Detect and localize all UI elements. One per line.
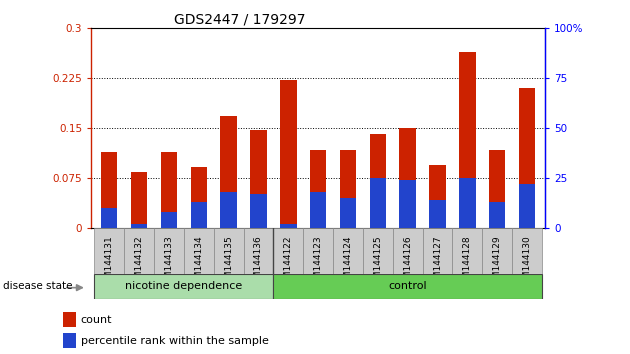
Bar: [131, 172, 147, 228]
Bar: [310, 150, 326, 228]
Bar: [250, 194, 266, 228]
Text: GSM144132: GSM144132: [135, 235, 144, 290]
Text: GSM144129: GSM144129: [493, 235, 501, 290]
Bar: [161, 152, 177, 228]
Text: GSM144127: GSM144127: [433, 235, 442, 290]
Bar: [483, 228, 512, 274]
Text: GSM144123: GSM144123: [314, 235, 323, 290]
Bar: [340, 198, 356, 228]
Text: GSM144134: GSM144134: [194, 235, 203, 290]
Bar: [399, 129, 416, 228]
Text: GSM144131: GSM144131: [105, 235, 114, 290]
Bar: [363, 228, 392, 274]
Bar: [512, 228, 542, 274]
Bar: [250, 130, 266, 228]
Bar: [452, 228, 483, 274]
Bar: [399, 180, 416, 228]
Text: GSM144128: GSM144128: [463, 235, 472, 290]
Bar: [333, 228, 363, 274]
Bar: [303, 228, 333, 274]
Text: GSM144126: GSM144126: [403, 235, 412, 290]
Bar: [340, 150, 356, 228]
Text: GSM144136: GSM144136: [254, 235, 263, 290]
Bar: [94, 274, 273, 299]
Bar: [489, 150, 505, 228]
Bar: [459, 178, 476, 228]
Bar: [131, 224, 147, 228]
Text: GSM144130: GSM144130: [522, 235, 532, 290]
Bar: [94, 228, 124, 274]
Bar: [370, 134, 386, 228]
Bar: [244, 228, 273, 274]
Bar: [392, 228, 423, 274]
Bar: [190, 202, 207, 228]
Text: GSM144133: GSM144133: [164, 235, 173, 290]
Bar: [220, 116, 237, 228]
Text: disease state: disease state: [3, 281, 72, 291]
Text: GSM144122: GSM144122: [284, 235, 293, 290]
Bar: [459, 52, 476, 228]
Text: GSM144124: GSM144124: [343, 235, 353, 290]
Text: GSM144125: GSM144125: [374, 235, 382, 290]
Text: nicotine dependence: nicotine dependence: [125, 281, 243, 291]
Bar: [519, 184, 536, 228]
Bar: [63, 333, 76, 348]
Text: count: count: [81, 315, 112, 325]
Bar: [370, 178, 386, 228]
Bar: [161, 212, 177, 228]
Bar: [519, 88, 536, 228]
Bar: [280, 80, 297, 228]
Bar: [273, 274, 542, 299]
Bar: [489, 202, 505, 228]
Bar: [429, 200, 445, 228]
Text: GSM144135: GSM144135: [224, 235, 233, 290]
Bar: [214, 228, 244, 274]
Bar: [101, 208, 117, 228]
Bar: [184, 228, 214, 274]
Bar: [154, 228, 184, 274]
Bar: [124, 228, 154, 274]
Bar: [101, 152, 117, 228]
Text: GDS2447 / 179297: GDS2447 / 179297: [174, 12, 305, 27]
Text: control: control: [388, 281, 427, 291]
Bar: [63, 312, 76, 327]
Text: percentile rank within the sample: percentile rank within the sample: [81, 336, 268, 346]
Bar: [220, 192, 237, 228]
Bar: [190, 167, 207, 228]
Bar: [429, 165, 445, 228]
Bar: [280, 224, 297, 228]
Bar: [310, 192, 326, 228]
Bar: [423, 228, 452, 274]
Bar: [273, 228, 303, 274]
